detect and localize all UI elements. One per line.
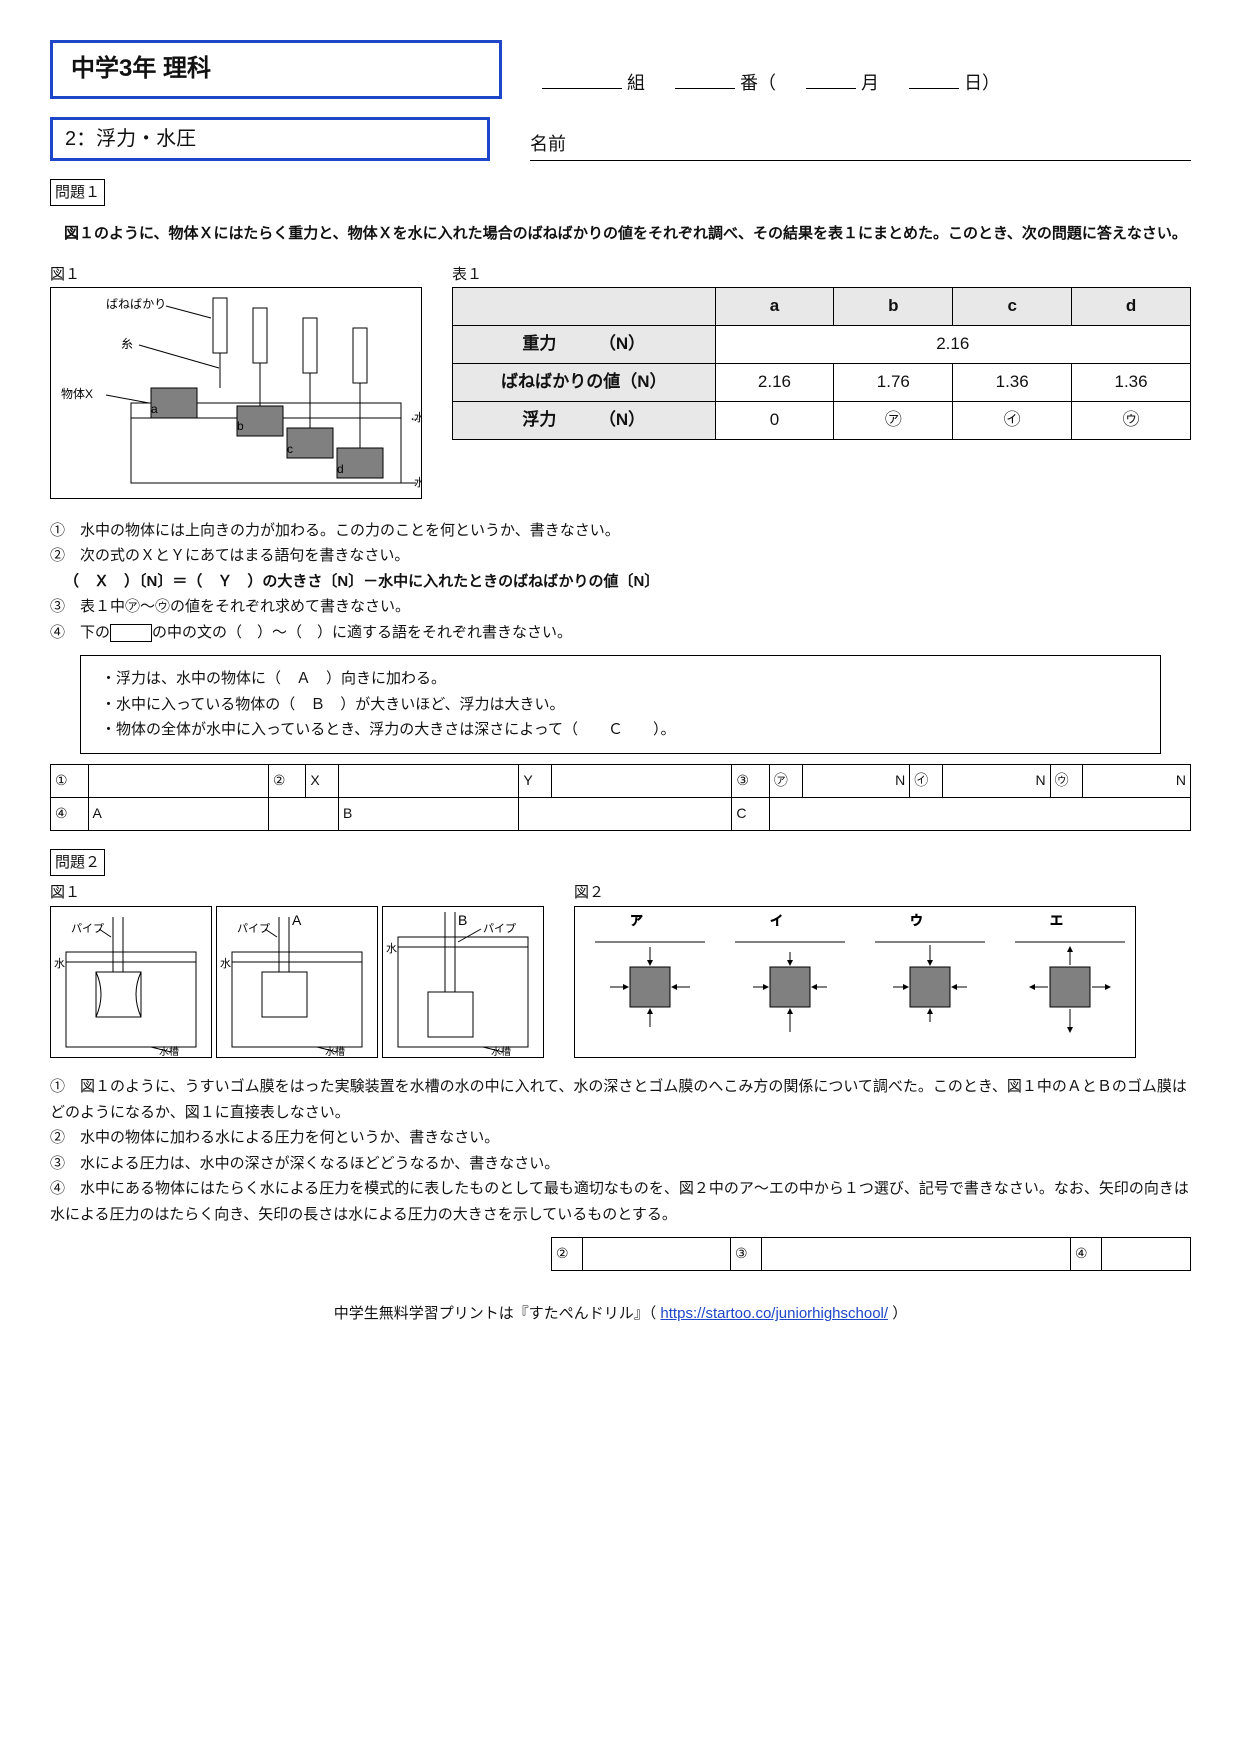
svg-text:ア: ア [630,913,643,928]
svg-text:パイプ: パイプ [71,922,104,935]
subtitle-row: 2：浮力・水圧 名前 [50,107,1191,161]
q2-figure1[interactable]: 図１ パイプ 水 水槽 A [50,880,544,1058]
svg-text:水そう: 水そう [414,476,422,489]
title: 中学3年 理科 [50,40,502,99]
name-field[interactable]: 名前 [530,129,1191,161]
q1-notes: ・浮力は、水中の物体に（ Ａ ）向きに加わる。 ・水中に入っている物体の（ Ｂ … [80,655,1161,754]
svg-text:B: B [458,912,467,928]
svg-text:パイプ: パイプ [483,922,516,935]
svg-text:A: A [292,912,302,928]
svg-text:水: 水 [54,957,65,970]
svg-text:ばねばかり: ばねばかり [106,297,166,311]
q1-intro: 図１のように、物体Ｘにはたらく重力と、物体Ｘを水に入れた場合のばねばかりの値をそ… [64,221,1191,247]
q1-answer-grid[interactable]: ① ②X Y ③ ㋐N ㋑N ㋒N ④A B C [50,764,1191,831]
svg-text:パイプ: パイプ [237,922,270,935]
q1-label: 問題１ [50,179,105,207]
svg-text:糸: 糸 [121,337,133,351]
footer: 中学生無料学習プリントは『すたぺんドリル』（ https://startoo.c… [50,1301,1191,1327]
q2-label: 問題２ [50,849,105,877]
svg-text:ウ: ウ [910,913,923,928]
class-blanks: 組 番（ 月 日） [542,68,1191,99]
svg-text:c: c [287,442,293,456]
svg-text:水: 水 [414,411,422,424]
svg-text:b: b [237,419,244,433]
svg-text:水: 水 [386,942,397,955]
q2-answer-grid[interactable]: ② ③ ④ [551,1237,1191,1271]
footer-link[interactable]: https://startoo.co/juniorhighschool/ [660,1305,888,1322]
svg-text:水: 水 [220,957,231,970]
svg-text:イ: イ [770,913,783,928]
svg-text:a: a [151,402,158,416]
header: 中学3年 理科 組 番（ 月 日） [50,40,1191,99]
subtitle: 2：浮力・水圧 [50,117,490,161]
q1-figure1: 図１ ばねばかり 糸 [50,262,422,508]
q1-items: ① 水中の物体には上向きの力が加わる。この力のことを何というか、書きなさい。 ②… [50,518,1191,646]
svg-text:物体X: 物体X [61,387,93,401]
svg-text:d: d [337,462,344,476]
svg-text:エ: エ [1050,913,1063,928]
q2-items: ① 図１のように、うすいゴム膜をはった実験装置を水槽の水の中に入れて、水の深さと… [50,1074,1191,1227]
q1-table1: 表１ a b c d 重力 （N） 2.16 ばねばかりの値（N） 2.161.… [452,262,1191,440]
q2-figure2: 図２ ア イ ウ エ [574,880,1136,1066]
